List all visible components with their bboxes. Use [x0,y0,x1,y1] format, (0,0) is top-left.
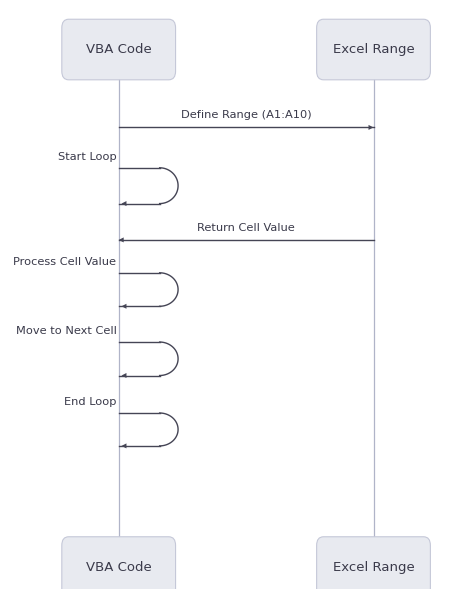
Text: VBA Code: VBA Code [86,43,152,56]
Text: Define Range (A1:A10): Define Range (A1:A10) [181,111,311,120]
FancyBboxPatch shape [317,537,430,597]
FancyBboxPatch shape [62,19,175,80]
Text: Return Cell Value: Return Cell Value [197,223,295,233]
FancyBboxPatch shape [317,19,430,80]
Text: End Loop: End Loop [64,397,117,407]
Text: Excel Range: Excel Range [333,43,414,56]
Text: Start Loop: Start Loop [58,152,117,162]
Text: Move to Next Cell: Move to Next Cell [16,326,117,337]
FancyBboxPatch shape [62,537,175,597]
Text: Excel Range: Excel Range [333,561,414,573]
Text: VBA Code: VBA Code [86,561,152,573]
Text: Process Cell Value: Process Cell Value [13,257,117,267]
